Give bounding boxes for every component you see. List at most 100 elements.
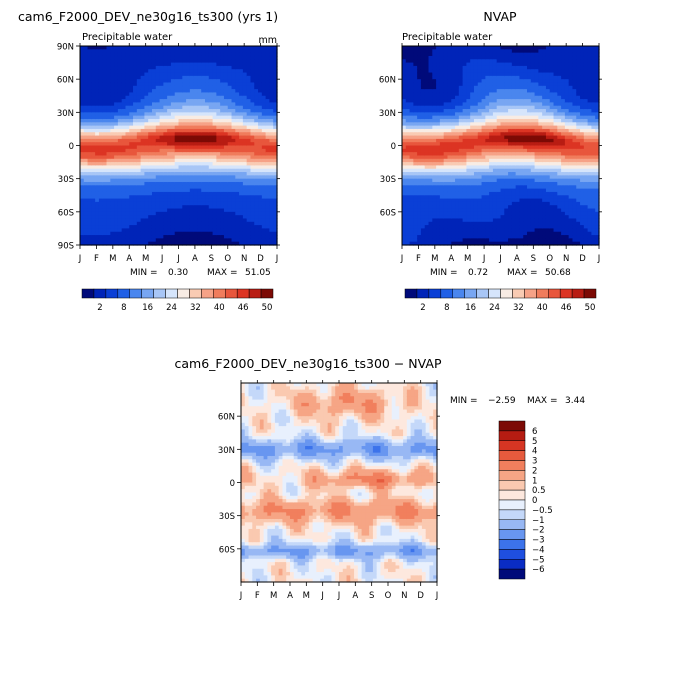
- heatmap-cell: [402, 122, 407, 127]
- heatmap-cell: [159, 175, 164, 180]
- heatmap-cell: [402, 158, 407, 163]
- heatmap-cell: [496, 172, 502, 176]
- heatmap-cell: [144, 201, 149, 206]
- heatmap-cell: [443, 191, 449, 196]
- heatmap-cell: [417, 135, 422, 140]
- heatmap-cell: [114, 155, 119, 160]
- heatmap-cell: [428, 135, 433, 140]
- heatmap-cell: [254, 145, 259, 150]
- heatmap-cell: [182, 65, 187, 70]
- heatmap-cell: [470, 105, 475, 110]
- heatmap-cell: [148, 225, 153, 230]
- heatmap-cell: [117, 235, 123, 239]
- heatmap-cell: [439, 235, 445, 239]
- colorbar-label: 50: [262, 303, 273, 313]
- heatmap-cell: [254, 92, 259, 97]
- colorbar-label: 40: [214, 303, 225, 313]
- heatmap-cell: [511, 79, 517, 84]
- heatmap-cell: [201, 99, 206, 103]
- heatmap-cell: [114, 102, 119, 107]
- heatmap-cell: [254, 218, 259, 223]
- heatmap-cell: [151, 218, 157, 223]
- heatmap-cell: [420, 181, 426, 186]
- heatmap-cell: [227, 225, 233, 230]
- heatmap-cell: [432, 65, 437, 70]
- heatmap-cell: [220, 82, 225, 87]
- heatmap-cell: [439, 241, 445, 246]
- heatmap-cell: [477, 128, 483, 133]
- heatmap-cell: [458, 231, 464, 236]
- heatmap-cell: [273, 122, 278, 127]
- heatmap-cell: [223, 205, 229, 210]
- heatmap-cell: [91, 158, 96, 163]
- heatmap-cell: [451, 225, 456, 230]
- heatmap-cell: [220, 158, 225, 163]
- heatmap-cell: [477, 59, 483, 64]
- heatmap-cell: [129, 75, 134, 80]
- heatmap-cell: [470, 162, 475, 166]
- heatmap-cell: [489, 241, 494, 246]
- heatmap-cell: [473, 238, 479, 243]
- heatmap-cell: [462, 168, 468, 173]
- heatmap-cell: [492, 118, 498, 123]
- heatmap-cell: [504, 158, 509, 163]
- heatmap-cell: [405, 201, 411, 206]
- heatmap-cell: [428, 142, 433, 147]
- heatmap-cell: [417, 132, 422, 137]
- heatmap-cell: [136, 75, 142, 80]
- heatmap-cell: [163, 138, 168, 143]
- heatmap-cell: [205, 152, 210, 157]
- heatmap-cell: [511, 155, 517, 160]
- heatmap-cell: [455, 138, 460, 143]
- heatmap-cell: [504, 59, 509, 64]
- heatmap-cell: [458, 158, 464, 163]
- heatmap-cell: [133, 231, 138, 236]
- heatmap-cell: [110, 181, 115, 186]
- heatmap-cell: [121, 208, 127, 213]
- heatmap-cell: [178, 52, 183, 57]
- heatmap-cell: [428, 231, 433, 236]
- heatmap-cell: [254, 112, 259, 117]
- heatmap-cell: [265, 152, 271, 157]
- heatmap-cell: [80, 198, 85, 203]
- heatmap-cell: [216, 152, 221, 157]
- heatmap-cell: [428, 208, 433, 213]
- heatmap-cell: [239, 208, 244, 213]
- heatmap-cell: [193, 208, 199, 213]
- heatmap-cell: [254, 208, 259, 213]
- heatmap-cell: [447, 221, 452, 226]
- heatmap-cell: [462, 65, 468, 70]
- heatmap-cell: [193, 135, 199, 140]
- heatmap-cell: [227, 115, 233, 120]
- heatmap-cell: [216, 188, 221, 193]
- heatmap-cell: [242, 208, 248, 213]
- heatmap-cell: [447, 191, 452, 196]
- heatmap-cell: [489, 92, 494, 97]
- heatmap-cell: [254, 138, 259, 143]
- heatmap-cell: [189, 62, 195, 67]
- heatmap-cell: [492, 82, 498, 87]
- heatmap-cell: [193, 142, 199, 147]
- heatmap-cell: [178, 211, 183, 216]
- heatmap-cell: [212, 46, 217, 50]
- heatmap-cell: [235, 125, 240, 130]
- heatmap-cell: [273, 241, 278, 246]
- heatmap-cell: [269, 132, 274, 137]
- heatmap-cell: [470, 99, 475, 103]
- heatmap-cell: [178, 238, 183, 243]
- heatmap-cell: [174, 198, 180, 203]
- heatmap-cell: [504, 155, 509, 160]
- heatmap-cell: [420, 208, 426, 213]
- heatmap-cell: [80, 75, 85, 80]
- heatmap-cell: [155, 191, 161, 196]
- heatmap-cell: [163, 142, 168, 147]
- heatmap-cell: [246, 102, 252, 107]
- heatmap-cell: [496, 162, 502, 166]
- heatmap-cell: [110, 128, 115, 133]
- heatmap-cell: [235, 109, 240, 113]
- heatmap-cell: [250, 238, 255, 243]
- heatmap-cell: [205, 72, 210, 77]
- heatmap-cell: [205, 162, 210, 166]
- heatmap-cell: [83, 115, 89, 120]
- heatmap-cell: [201, 235, 206, 239]
